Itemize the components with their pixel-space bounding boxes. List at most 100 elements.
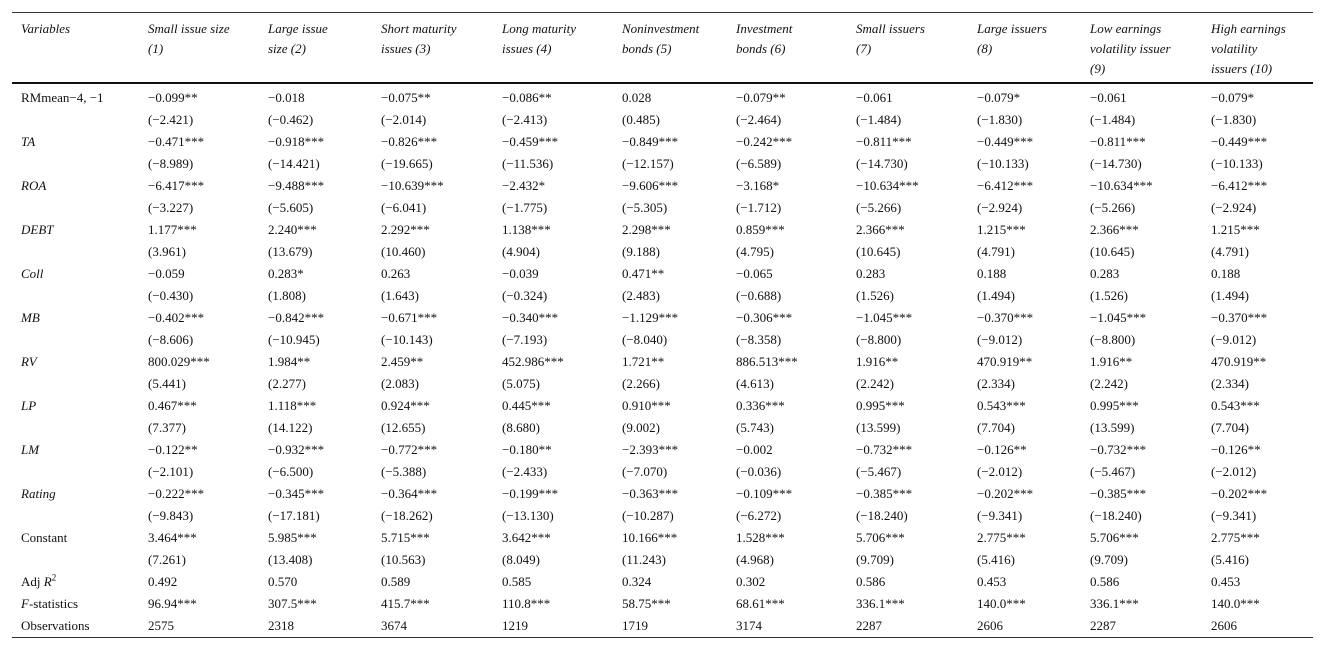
header-line: Short maturity <box>381 21 457 36</box>
t-statistic: (−5.266) <box>1090 200 1136 215</box>
coefficient: 452.986*** <box>502 354 564 369</box>
coefficient: 2.240*** <box>268 222 317 237</box>
t-statistic: (7.377) <box>148 420 186 435</box>
variable-cell: LP <box>12 395 139 439</box>
t-statistic: (−7.193) <box>502 332 548 347</box>
column-header: Large issue size (2) <box>259 13 372 84</box>
header-line: Large issuers <box>977 21 1047 36</box>
coefficient: 110.8*** <box>502 596 551 611</box>
coefficient: −0.018 <box>268 90 305 105</box>
header-line: issuers (10) <box>1211 61 1273 76</box>
coefficient: 470.919** <box>1211 354 1267 369</box>
t-statistic: (−6.500) <box>268 464 314 479</box>
coef-row: TA −0.471*** −0.918*** −0.826*** −0.459*** −0… <box>12 131 1313 153</box>
regression-table: Variables Small issue size (1) Large issue s… <box>12 12 1313 638</box>
t-statistic: (4.968) <box>736 552 774 567</box>
coefficient: −0.242*** <box>736 134 793 149</box>
t-statistic: (2.483) <box>622 288 660 303</box>
coef-row: Observations 2575 2318 3674 1219 1719 3174 2287… <box>12 615 1313 638</box>
coefficient: 5.985*** <box>268 530 317 545</box>
variable-text: Constant <box>21 530 68 545</box>
coefficient: 0.995*** <box>1090 398 1139 413</box>
coefficient: 1.916** <box>856 354 899 369</box>
t-statistic: (−5.305) <box>622 200 668 215</box>
coef-row: LP 0.467*** 1.118*** 0.924*** 0.445*** 0.910*… <box>12 395 1313 417</box>
tstat-row: (7.377) (14.122) (12.655) (8.680) (9.002) (5.… <box>12 417 1313 439</box>
coefficient: 68.61*** <box>736 596 785 611</box>
coefficient: 3.642*** <box>502 530 551 545</box>
t-statistic: (−1.775) <box>502 200 548 215</box>
t-statistic: (−2.014) <box>381 112 427 127</box>
coefficient: −0.340*** <box>502 310 559 325</box>
column-header: Small issue size (1) <box>139 13 259 84</box>
t-statistic: (−0.462) <box>268 112 314 127</box>
t-statistic: (2.242) <box>856 376 894 391</box>
coefficient: 0.543*** <box>1211 398 1260 413</box>
t-statistic: (8.049) <box>502 552 540 567</box>
coefficient: −0.079* <box>1211 90 1255 105</box>
variable-label: DEBT <box>21 222 54 237</box>
t-statistic: (10.460) <box>381 244 426 259</box>
coefficient: −0.180** <box>502 442 552 457</box>
coefficient: −0.449*** <box>977 134 1034 149</box>
tstat-row: (7.261) (13.408) (10.563) (8.049) (11.243) (4… <box>12 549 1313 571</box>
t-statistic: (−1.712) <box>736 200 782 215</box>
t-statistic: (7.704) <box>977 420 1015 435</box>
variable-cell: ROA <box>12 175 139 219</box>
variable-label: Adj R2 <box>21 573 56 589</box>
coefficient: 0.585 <box>502 574 532 589</box>
coefficient: 336.1*** <box>1090 596 1139 611</box>
variable-text: LM <box>21 442 40 457</box>
coefficient: 336.1*** <box>856 596 905 611</box>
coefficient: 0.283 <box>1090 266 1120 281</box>
variable-text: RV <box>21 354 37 369</box>
coefficient: −9.488*** <box>268 178 325 193</box>
coefficient: 0.492 <box>148 574 178 589</box>
t-statistic: (−19.665) <box>381 156 433 171</box>
coefficient: 1.215*** <box>1211 222 1260 237</box>
t-statistic: (3.961) <box>148 244 186 259</box>
t-statistic: (−5.467) <box>1090 464 1136 479</box>
variable-text: R <box>43 574 52 589</box>
coef-row: DEBT 1.177*** 2.240*** 2.292*** 1.138*** 2.29… <box>12 219 1313 241</box>
tstat-row: (3.961) (13.679) (10.460) (4.904) (9.188) (4.… <box>12 241 1313 263</box>
t-statistic: (13.599) <box>856 420 901 435</box>
coefficient: 0.453 <box>977 574 1007 589</box>
t-statistic: (2.277) <box>268 376 306 391</box>
variable-label: Rating <box>21 486 56 501</box>
t-statistic: (−5.266) <box>856 200 902 215</box>
t-statistic: (13.679) <box>268 244 313 259</box>
t-statistic: (−2.464) <box>736 112 782 127</box>
t-statistic: (−7.070) <box>622 464 668 479</box>
t-statistic: (9.709) <box>1090 552 1128 567</box>
coefficient: −0.061 <box>856 90 893 105</box>
variable-text: DEBT <box>21 222 54 237</box>
t-statistic: (−12.157) <box>622 156 674 171</box>
coefficient: −0.079** <box>736 90 786 105</box>
coefficient: 0.589 <box>381 574 411 589</box>
coefficient: 5.706*** <box>856 530 905 545</box>
t-statistic: (−10.133) <box>1211 156 1263 171</box>
coefficient: 0.467*** <box>148 398 197 413</box>
column-header: Short maturity issues (3) <box>372 13 493 84</box>
t-statistic: (−1.484) <box>856 112 902 127</box>
t-statistic: (11.243) <box>622 552 666 567</box>
variable-label: Coll <box>21 266 43 281</box>
coefficient: 0.283* <box>268 266 304 281</box>
column-header: Investment bonds (6) <box>727 13 847 84</box>
column-header: Large issuers (8) <box>968 13 1081 84</box>
t-statistic: (2.334) <box>1211 376 1249 391</box>
variable-text: Adj <box>21 574 44 589</box>
t-statistic: (5.743) <box>736 420 774 435</box>
coefficient: 1.721** <box>622 354 665 369</box>
coefficient: −0.932*** <box>268 442 325 457</box>
coefficient: −2.393*** <box>622 442 679 457</box>
coefficient: 1.118*** <box>268 398 317 413</box>
t-statistic: (−0.430) <box>148 288 194 303</box>
coefficient: −0.811*** <box>1090 134 1146 149</box>
t-statistic: (9.709) <box>856 552 894 567</box>
variable-cell: Observations <box>12 615 139 638</box>
coefficient: −10.634*** <box>856 178 919 193</box>
coefficient: 3.464*** <box>148 530 197 545</box>
coefficient: 1719 <box>622 618 648 633</box>
